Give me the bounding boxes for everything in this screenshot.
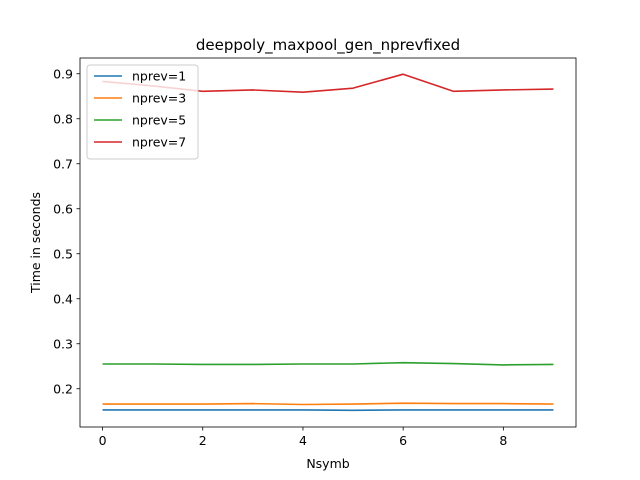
y-tick-label: 0.8 — [53, 111, 73, 126]
series-line-nprev-5 — [102, 361, 554, 366]
y-tick-label: 0.4 — [53, 291, 73, 306]
x-tick-label: 4 — [299, 433, 307, 448]
legend-label: nprev=5 — [132, 113, 186, 128]
legend-label: nprev=7 — [132, 135, 186, 150]
y-tick-label: 0.7 — [53, 156, 73, 171]
x-tick-label: 6 — [399, 433, 407, 448]
y-tick-label: 0.2 — [53, 381, 73, 396]
x-axis-label: Nsymb — [306, 456, 349, 471]
y-tick-label: 0.3 — [53, 336, 73, 351]
axis-ticks: 0 2 4 6 8 0.2 0.3 0.4 0.5 0.6 0.7 0.8 0.9 — [53, 66, 507, 448]
plot-area-frame — [79, 57, 577, 428]
series-line-nprev-3 — [102, 402, 554, 406]
y-axis-label: Time in seconds — [28, 192, 43, 294]
legend-label: nprev=1 — [132, 69, 186, 84]
x-tick-label: 0 — [99, 433, 107, 448]
legend-label: nprev=3 — [132, 91, 186, 106]
legend: nprev=1 nprev=3 nprev=5 nprev=7 — [86, 64, 199, 160]
legend-box — [86, 64, 199, 160]
chart-title: deeppoly_maxpool_gen_nprevfixed — [196, 36, 460, 55]
x-tick-label: 2 — [199, 433, 207, 448]
x-tick-label: 8 — [499, 433, 507, 448]
y-tick-label: 0.9 — [53, 66, 73, 81]
y-tick-label: 0.6 — [53, 201, 73, 216]
y-tick-label: 0.5 — [53, 246, 73, 261]
